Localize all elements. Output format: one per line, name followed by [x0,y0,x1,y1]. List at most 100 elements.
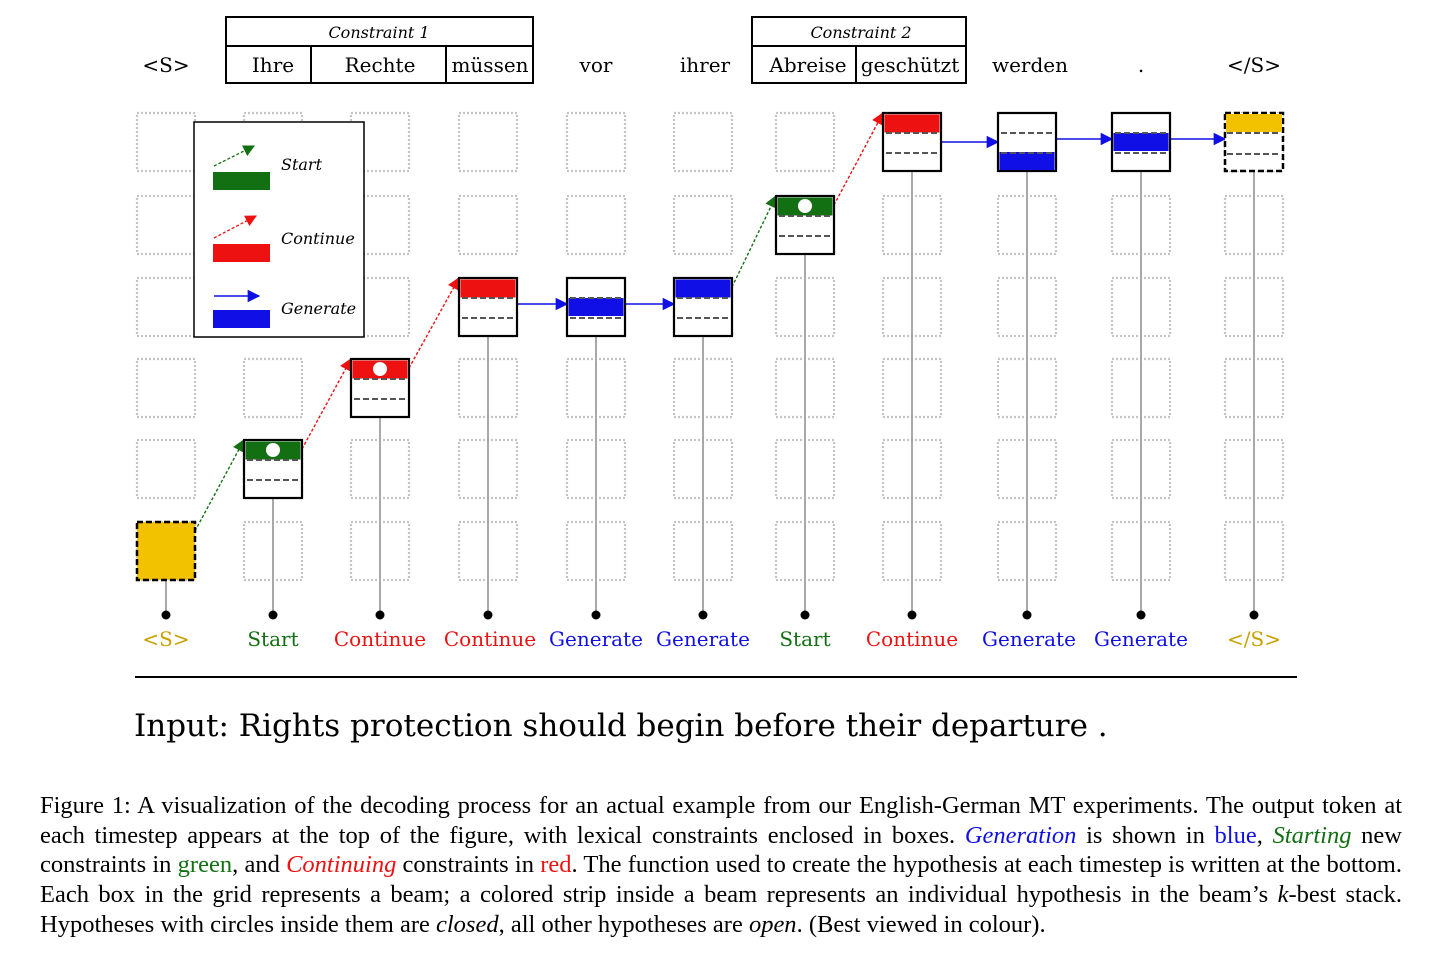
transition-arrows [194,111,1227,532]
constraint-2-box: Constraint 2 [751,16,967,84]
beam-cell [242,357,304,419]
output-token: Abreise [768,53,846,77]
output-token: geschützt [861,53,959,77]
operation-label: Continue [444,627,536,651]
caption-k-term: k [1277,881,1289,909]
caption-text: , and [232,851,287,879]
constraint-2-label: Constraint 2 [810,23,911,42]
continue-hypothesis-strip [460,279,516,298]
operation-label: </S> [1227,627,1281,651]
caption-text: is shown in [1076,821,1215,849]
legend-generate-label: Generate [281,299,356,318]
legend-generate-swatch [213,310,270,328]
operation-label: Start [779,627,830,651]
caption-continuing-term: Continuing [286,851,397,879]
caption-text: new constraints in [40,821,1402,879]
stem-dot [1136,610,1146,620]
stem-dot [483,610,493,620]
beam-cell [135,194,197,256]
decoding-visualization-figure: Constraint 1 Constraint 2 <S> Ihre Rechte m… [134,16,1297,744]
output-token: vor [579,53,613,77]
beam-cell [565,111,627,173]
caption-text: . The function used to create the hypoth… [40,851,1402,909]
legend: Start Continue Generate [193,121,365,338]
caption-text: -best stack. Hypotheses with circles ins… [40,881,1402,938]
beam-cell [135,438,197,500]
beam-cell [349,194,411,256]
closed-hypothesis-circle [266,443,280,457]
legend-continue-label: Continue [281,229,355,248]
output-token: ihrer [680,53,731,77]
beam-cell [135,111,197,173]
generate-hypothesis-strip [568,298,624,316]
input-sentence: Input: Rights protection should begin be… [134,708,1108,744]
legend-start-swatch [213,172,270,190]
constraint-1-label: Constraint 1 [328,23,429,42]
start-of-sentence-beam [135,520,197,582]
start-arrow [731,194,777,288]
generate-hypothesis-strip [675,279,731,298]
generate-hypothesis-strip [1113,133,1169,151]
beam-cell [135,357,197,419]
output-token: Rechte [345,53,416,77]
closed-hypothesis-circle [373,362,387,376]
end-hypothesis-strip [1226,114,1282,132]
continue-arrow [408,276,460,369]
beam-cell [349,111,411,173]
operation-labels: <S> Start Continue Continue Generate Generate… [142,627,1281,651]
stem-dot [1249,610,1259,620]
operation-label: Start [247,627,298,651]
stem-dot [375,610,385,620]
output-token: </S> [1227,53,1281,77]
beam-cell [672,194,734,256]
operation-label: Generate [982,627,1076,651]
generate-hypothesis-strip [999,152,1055,170]
caption-text: , [1256,821,1273,849]
stem-dot [268,610,278,620]
stem-dot [907,610,917,620]
stem-dot [161,610,171,620]
timestep-stems [161,171,1259,620]
output-tokens: <S> Ihre Rechte müssen vor ihrer Abreise geschü… [142,53,1281,77]
start-arrow [194,438,245,532]
closed-hypothesis-circle [798,199,812,213]
caption-red-word: red [540,851,572,879]
caption-text: . (Best viewed in colour). [796,910,1046,938]
legend-start-label: Start [281,155,323,174]
beam-cell [565,194,627,256]
operation-label: Generate [1094,627,1188,651]
caption-starting-term: Starting [1272,821,1352,849]
output-token: müssen [451,53,528,77]
output-token: . [1138,53,1144,77]
operation-label: Continue [866,627,958,651]
continue-arrow [833,111,884,206]
operation-label: Continue [334,627,426,651]
output-token: werden [992,53,1068,77]
stem-dot [800,610,810,620]
beam-cell [135,276,197,338]
figure-caption: Figure 1: A visualization of the decodin… [40,791,1402,940]
stem-dot [591,610,601,620]
beam-cell [774,111,836,173]
continue-arrow [301,357,352,450]
output-token: Ihre [252,53,294,77]
continue-hypothesis-strip [884,114,940,133]
stem-dot [698,610,708,620]
stem-dot [1022,610,1032,620]
caption-text: , all other hypotheses are [498,910,749,938]
caption-open-term: open [748,910,797,938]
beam-cell [672,111,734,173]
operation-label: Generate [656,627,750,651]
beam-cell [457,194,519,256]
caption-blue-word: blue [1214,821,1257,849]
operation-label: Generate [549,627,643,651]
constraint-1-box: Constraint 1 [225,16,534,84]
hypothesis-beams [135,111,1285,582]
beam-cell [457,111,519,173]
caption-text: Figure 1: A visualization of the decodin… [40,792,1402,849]
caption-generation-term: Generation [964,821,1077,849]
legend-continue-swatch [213,244,270,262]
operation-label: <S> [142,627,189,651]
output-token: <S> [142,53,189,77]
caption-green-word: green [177,851,233,879]
